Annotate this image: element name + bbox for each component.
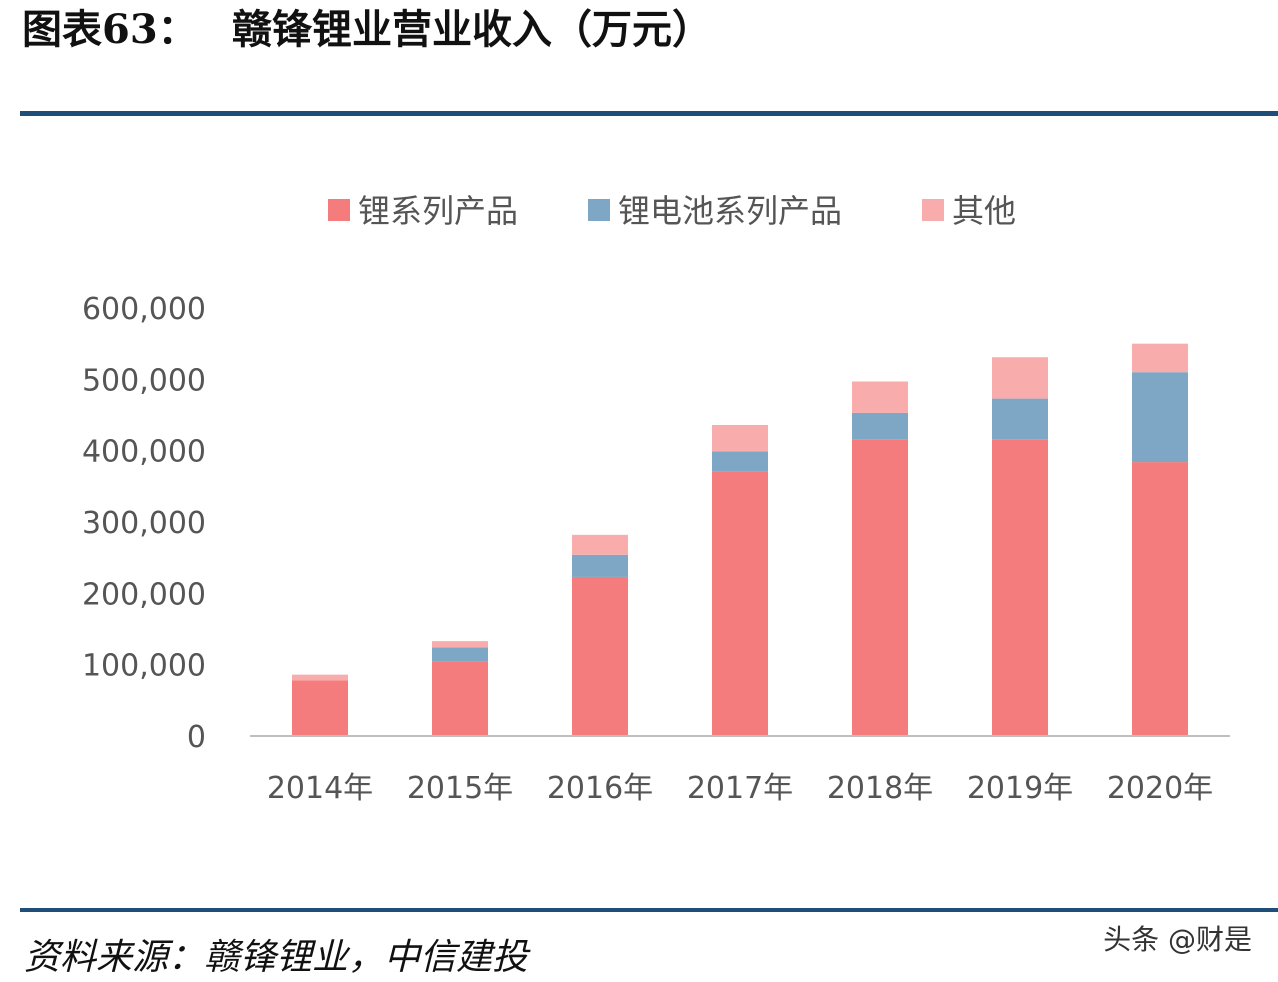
chart-legend: 锂系列产品 锂电池系列产品 其他: [328, 192, 1016, 230]
y-tick-label: 300,000: [82, 506, 206, 541]
chart-title: 赣锋锂业营业收入（万元）: [232, 6, 712, 53]
watermark: 头条 @财是: [1103, 923, 1252, 956]
y-tick-label: 600,000: [82, 292, 206, 327]
x-tick-label: 2015年: [407, 771, 513, 806]
x-tick-label: 2018年: [827, 771, 933, 806]
legend-swatch-0: [328, 199, 350, 221]
bar-1-5: [992, 398, 1048, 440]
y-tick-label: 400,000: [82, 435, 206, 470]
footer-rule: [20, 908, 1278, 912]
x-tick-label: 2017年: [687, 771, 793, 806]
bar-2-4: [852, 381, 908, 413]
bar-0-0: [292, 680, 348, 736]
y-tick-label: 200,000: [82, 577, 206, 612]
bar-2-6: [1132, 343, 1188, 373]
bar-2-1: [432, 641, 488, 648]
bar-1-4: [852, 412, 908, 440]
x-tick-label: 2020年: [1107, 771, 1213, 806]
legend-label-2: 其他: [952, 192, 1016, 230]
legend-swatch-2: [922, 199, 944, 221]
bar-2-5: [992, 357, 1048, 399]
y-tick-label: 500,000: [82, 363, 206, 398]
x-axis: 2014年 2015年 2016年 2017年 2018年 2019年 2020年: [267, 771, 1213, 806]
figure-header: 图表63： 赣锋锂业营业收入（万元）: [22, 4, 712, 56]
x-tick-label: 2019年: [967, 771, 1073, 806]
bar-0-1: [432, 661, 488, 736]
bar-0-6: [1132, 462, 1188, 736]
bar-2-2: [572, 534, 628, 555]
plot-area: [292, 343, 1188, 736]
bar-1-3: [712, 451, 768, 472]
revenue-stacked-bar-chart: 锂系列产品 锂电池系列产品 其他 0 100,000 200,000 300,000 400…: [82, 192, 1230, 806]
header-rule: [20, 111, 1278, 116]
bar-2-0: [292, 674, 348, 681]
y-tick-label: 100,000: [82, 649, 206, 684]
x-tick-label: 2016年: [547, 771, 653, 806]
x-tick-label: 2014年: [267, 771, 373, 806]
bar-1-2: [572, 554, 628, 577]
bar-0-3: [712, 471, 768, 736]
legend-label-0: 锂系列产品: [358, 192, 518, 230]
source-note: 资料来源：赣锋锂业，中信建投: [24, 937, 529, 978]
bar-0-4: [852, 439, 908, 736]
y-tick-label: 0: [187, 720, 206, 755]
figure-label: 图表63：: [22, 6, 198, 53]
legend-swatch-1: [588, 199, 610, 221]
bar-0-2: [572, 576, 628, 736]
legend-label-1: 锂电池系列产品: [618, 192, 842, 230]
bar-1-6: [1132, 372, 1188, 463]
bar-2-3: [712, 424, 768, 452]
y-axis: 0 100,000 200,000 300,000 400,000 500,000 600,…: [82, 292, 206, 755]
bar-0-5: [992, 439, 1048, 736]
bar-1-1: [432, 647, 488, 662]
